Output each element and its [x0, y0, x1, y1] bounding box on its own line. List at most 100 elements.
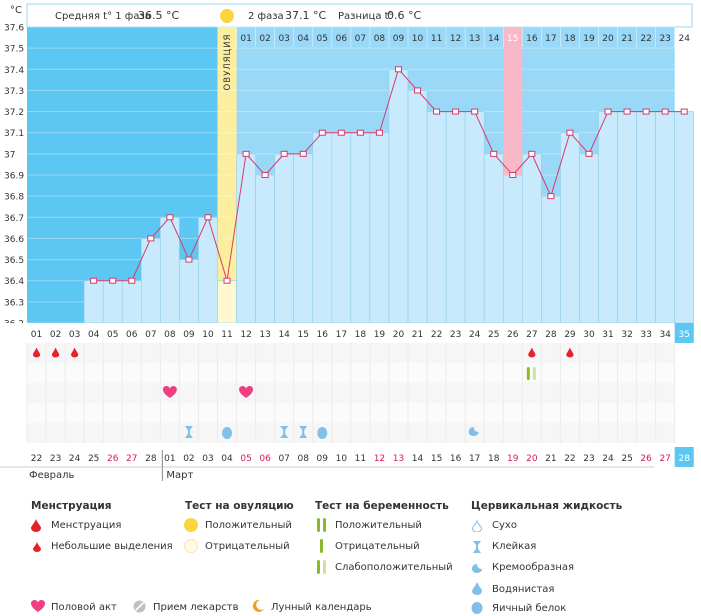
current-date-cell — [674, 447, 694, 467]
temperature-point — [90, 277, 98, 284]
cycle-day-label: 31 — [602, 330, 613, 340]
ovulation-test-icon — [532, 367, 536, 380]
fluid-eggwhite-icon — [471, 602, 483, 614]
calendar-date: 11 — [355, 454, 366, 464]
cycle-day-label: 19 — [374, 330, 386, 340]
bar — [217, 280, 237, 324]
calendar-date: 03 — [202, 454, 213, 464]
cycle-day-label: 15 — [297, 330, 308, 340]
fluid-watery-icon — [317, 427, 328, 439]
bar — [502, 174, 523, 324]
cycle-day-label: 30 — [583, 330, 595, 340]
top-day-label: 01 — [240, 34, 251, 44]
fluid-creamy-icon — [468, 427, 479, 436]
cycle-day-label: 28 — [545, 330, 557, 340]
cycle-day-label: 13 — [259, 330, 270, 340]
legend-pregnancy-title: Тест на беременность — [315, 500, 449, 512]
top-day-label: 11 — [431, 34, 442, 44]
calendar-date: 14 — [412, 454, 424, 464]
bar — [293, 153, 314, 324]
temperature-point — [414, 87, 422, 94]
bar — [521, 153, 542, 324]
top-day-label: 20 — [602, 34, 614, 44]
calendar-date: 27 — [126, 454, 137, 464]
menstruation-drop-icon — [32, 347, 41, 358]
bar — [560, 132, 580, 324]
temperature-point — [623, 108, 631, 115]
temperature-point — [547, 193, 555, 200]
calendar-date: 06 — [259, 454, 271, 464]
calendar-date: 28 — [145, 454, 157, 464]
calendar-date: 10 — [336, 454, 348, 464]
fluid-sticky-icon — [299, 426, 308, 438]
temperature-point — [528, 150, 536, 157]
top-day-label: 12 — [450, 34, 461, 44]
cycle-day-label: 07 — [145, 330, 156, 340]
calendar-date: 26 — [640, 454, 652, 464]
legend-ovulation-title: Тест на овуляцию — [185, 500, 294, 512]
temperature-point — [147, 235, 155, 242]
legend-menstruation: Менструация — [51, 520, 122, 531]
calendar-date: 20 — [526, 454, 538, 464]
calendar-date: 23 — [583, 454, 594, 464]
temperature-point — [642, 108, 650, 115]
temperature-point — [299, 150, 307, 157]
bar — [636, 111, 656, 324]
fluid-dry-icon — [472, 520, 482, 532]
temperature-point — [661, 108, 669, 115]
diff-label: Разница t° — [338, 11, 394, 22]
legend-menstruation-title: Менструация — [31, 500, 112, 512]
bar — [312, 132, 333, 324]
legend-fluid-title: Цервикальная жидкость — [471, 500, 623, 512]
temperature-point — [452, 108, 460, 115]
temperature-point — [280, 150, 288, 157]
cycle-day-label: 05 — [107, 330, 118, 340]
bar — [369, 132, 390, 324]
phase2-value: 37.1 °C — [285, 9, 326, 22]
menstruation-drop-icon — [71, 347, 79, 358]
calendar-date: 16 — [450, 454, 462, 464]
fluid-watery-icon — [222, 427, 233, 439]
fluid-creamy-icon — [472, 564, 482, 573]
top-day-label: 14 — [488, 34, 500, 44]
cycle-day-label: 14 — [278, 330, 290, 340]
y-tick-label: 37.6 — [4, 24, 24, 34]
top-day-label: 06 — [336, 34, 348, 44]
calendar-date: 04 — [221, 454, 233, 464]
legend-fluid-watery: Водянистая — [492, 584, 555, 595]
temperature-point — [204, 214, 212, 221]
top-day-label: 05 — [317, 34, 328, 44]
calendar-date: 22 — [564, 454, 575, 464]
y-tick-label: 36.5 — [4, 256, 24, 266]
temperature-line — [93, 68, 685, 282]
spotting-drop-icon — [33, 542, 41, 552]
top-day-label: 21 — [621, 34, 632, 44]
bar — [674, 111, 695, 324]
temperature-point — [242, 150, 250, 157]
y-tick-label: 37.2 — [4, 108, 24, 118]
temperature-point — [490, 150, 498, 157]
highlight-top — [503, 27, 522, 175]
calendar-date: 24 — [69, 454, 81, 464]
top-day-label: 22 — [640, 34, 651, 44]
cycle-day-label: 23 — [450, 330, 461, 340]
temperature-point — [471, 108, 479, 115]
cycle-day-label: 09 — [183, 330, 195, 340]
temperature-point — [261, 172, 269, 178]
bar — [236, 153, 256, 324]
calendar-date: 05 — [240, 454, 251, 464]
bar — [579, 153, 599, 324]
bar — [102, 280, 123, 324]
phase1-label: Средняя t° 1 фаза — [55, 11, 151, 22]
top-day-label: 19 — [583, 34, 595, 44]
cycle-day-label: 34 — [659, 330, 671, 340]
legend-fluid-dry: Сухо — [492, 520, 517, 531]
temperature-point — [433, 108, 441, 115]
top-day-label: 02 — [259, 34, 270, 44]
month-label: Февраль — [29, 470, 75, 481]
legend-pregnancy-negative: Отрицательный — [335, 541, 420, 552]
cycle-day-label: 02 — [50, 330, 61, 340]
bar — [121, 280, 142, 324]
bar — [598, 111, 618, 324]
legend-fluid-creamy: Кремообразная — [492, 562, 575, 573]
